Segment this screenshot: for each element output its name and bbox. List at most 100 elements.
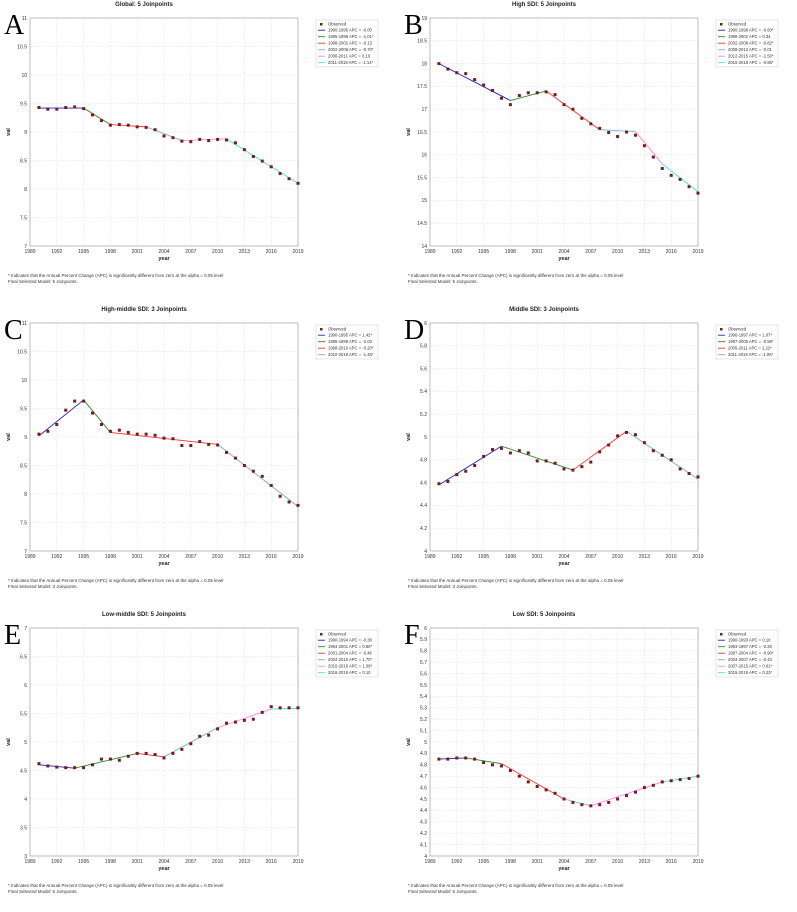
x-tick-label: 1995: [78, 859, 89, 865]
panel-b: B High SDI: 5 Joinpoints 1989 1992 1995 1998 2…: [404, 2, 779, 284]
observed-point: [162, 134, 166, 138]
observed-point: [153, 753, 157, 757]
legend-entry: 1998-2002 APC = -0.13: [328, 41, 373, 46]
observed-point: [625, 430, 629, 434]
y-tick-label: 5.9: [420, 637, 427, 643]
observed-point: [171, 437, 175, 441]
y-tick-label: 5: [424, 435, 427, 441]
observed-point: [571, 800, 575, 804]
legend-entry: 2008-2012 APC = -0.01: [728, 47, 773, 52]
fit-segment: [590, 781, 663, 807]
y-tick-label: 18: [421, 61, 427, 67]
x-axis-label: year: [558, 256, 570, 262]
y-tick-label: 7: [24, 244, 27, 250]
observed-point: [642, 786, 646, 790]
legend-entry: 1990-1993 APC = 0.10: [728, 638, 771, 643]
y-tick-label: 4: [424, 854, 427, 860]
observed-point: [446, 757, 450, 761]
x-tick-label: 2019: [292, 859, 303, 865]
observed-point: [153, 433, 157, 437]
y-tick-label: 10: [21, 378, 27, 384]
legend-entry: 2002-2008 APC = -0.82*: [728, 41, 774, 46]
panel-letter: A: [4, 10, 25, 41]
observed-point: [517, 774, 521, 778]
legend-box: [315, 629, 379, 678]
observed-point: [242, 148, 246, 152]
observed-point: [535, 91, 539, 95]
observed-point: [625, 130, 629, 134]
observed-point: [464, 72, 468, 76]
x-tick-label: 1998: [505, 554, 516, 560]
footnote-significance: * Indicates that the Annual Percent Chan…: [8, 578, 223, 583]
gridlines: [29, 322, 299, 552]
observed-point: [144, 432, 148, 436]
observed-point: [46, 764, 50, 768]
chart-title: Global: 5 Joinpoints: [115, 2, 173, 8]
observed-point: [251, 155, 255, 159]
y-tick-label: 5.8: [420, 649, 427, 655]
fit-segment: [635, 131, 663, 165]
observed-point: [669, 779, 673, 783]
x-tick-label: 2019: [292, 554, 303, 560]
observed-point: [482, 83, 486, 87]
panel-d: D Middle SDI: 3 Joinpoints 1989 1992 1995 199…: [404, 307, 779, 589]
x-tick-label: 2010: [612, 249, 623, 255]
observed-point: [251, 469, 255, 473]
observed-point: [562, 103, 566, 107]
observed-point: [455, 756, 459, 760]
observed-point: [616, 797, 620, 801]
y-tick-label: 8: [24, 492, 27, 498]
x-tick-label: 1995: [478, 249, 489, 255]
footnote-final-model: Final Selected Model: 3 Joinpoints.: [408, 584, 478, 589]
fit-segment: [438, 445, 502, 486]
y-tick-label: 5.2: [420, 717, 427, 723]
observed-point: [153, 128, 157, 132]
x-tick-label: 2010: [212, 249, 223, 255]
observed-point: [207, 733, 211, 737]
observed-point: [64, 408, 68, 412]
y-tick-label: 10.5: [17, 44, 27, 50]
observed-point: [126, 430, 130, 434]
x-tick-label: 1998: [505, 859, 516, 865]
observed-point: [571, 107, 575, 111]
observed-point: [589, 460, 593, 464]
observed-point: [198, 137, 202, 141]
y-tick-label: 4.6: [420, 785, 427, 791]
y-tick-label: 4.1: [420, 842, 427, 848]
y-tick-label: 11: [22, 16, 27, 22]
observed-point: [633, 790, 637, 794]
observed-point: [296, 503, 300, 507]
observed-point: [589, 804, 593, 808]
observed-point: [46, 429, 50, 433]
chart-title: High SDI: 5 Joinpoints: [512, 2, 577, 8]
fit-segment: [501, 445, 574, 471]
observed-point: [669, 458, 673, 462]
y-tick-label: 3.5: [20, 825, 27, 831]
observed-point: [508, 451, 512, 455]
observed-point: [553, 461, 557, 465]
panel-a: A Global: 5 Joinpoints 1989 1992 1995 1998 200…: [4, 2, 379, 284]
observed-point: [269, 483, 273, 487]
observed-point: [642, 144, 646, 148]
footnote-final-model: Final Selected Model: 5 Joinpoints.: [8, 279, 78, 284]
observed-point: [446, 479, 450, 483]
legend-entry: 1990-1994 APC = -0.38: [328, 638, 373, 643]
observed-point: [207, 442, 211, 446]
x-tick-label: 2010: [612, 859, 623, 865]
observed-point: [260, 474, 264, 478]
y-tick-label: 6.5: [20, 654, 27, 660]
legend-entry: 2015-2019 APC = -0.88*: [728, 60, 774, 65]
observed-point: [233, 456, 237, 460]
observed-point: [126, 754, 130, 758]
fit-segment: [83, 107, 111, 125]
panel-letter: F: [404, 620, 420, 651]
fit-segment: [217, 444, 299, 507]
observed-point: [144, 125, 148, 129]
observed-point: [82, 107, 86, 111]
y-tick-label: 9.5: [20, 101, 27, 107]
observed-point: [473, 464, 477, 467]
fit-segment: [510, 90, 547, 101]
footnote-final-model: Final Selected Model: 5 Joinpoints.: [408, 889, 478, 894]
